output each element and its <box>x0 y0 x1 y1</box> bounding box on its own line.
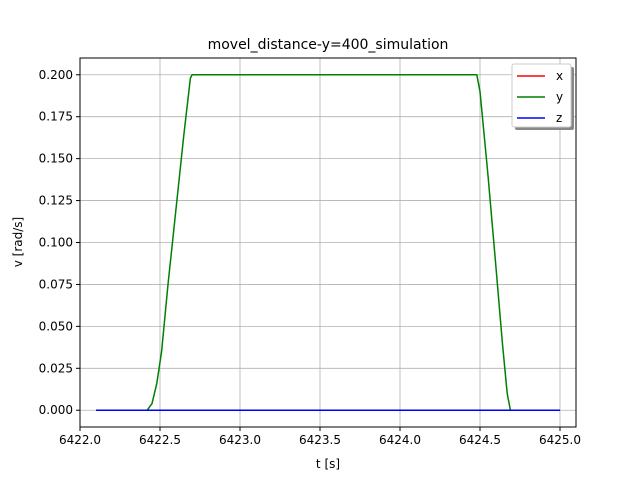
x-tick-label: 6423.0 <box>219 433 261 447</box>
y-tick-label: 0.000 <box>39 403 73 417</box>
y-tick-label: 0.125 <box>39 194 73 208</box>
y-tick-label: 0.100 <box>39 236 73 250</box>
legend-box <box>511 63 572 128</box>
ticks: 6422.0 6422.5 6423.0 6423.5 6424.0 6424.5 6425… <box>39 68 581 447</box>
y-axis-label: v [rad/s] <box>11 217 25 267</box>
series-lines <box>96 74 560 411</box>
y-tick-label: 0.175 <box>39 110 73 124</box>
x-tick-label: 6424.5 <box>459 433 501 447</box>
legend-label-z: z <box>556 111 562 125</box>
x-tick-label: 6425.0 <box>539 433 581 447</box>
x-tick-label: 6422.5 <box>139 433 181 447</box>
legend: xyz <box>511 63 574 130</box>
y-tick-label: 0.050 <box>39 319 73 333</box>
legend-label-x: x <box>556 69 563 83</box>
y-tick-label: 0.075 <box>39 277 73 291</box>
legend-label-y: y <box>556 90 563 104</box>
x-axis-label: t [s] <box>316 457 340 471</box>
chart-title: movel_distance-y=400_simulation <box>208 37 449 53</box>
x-tick-label: 6424.0 <box>379 433 421 447</box>
y-tick-label: 0.200 <box>39 68 73 82</box>
x-tick-label: 6422.0 <box>59 433 101 447</box>
y-tick-label: 0.025 <box>39 361 73 375</box>
series-line-y <box>96 74 560 411</box>
y-tick-label: 0.150 <box>39 152 73 166</box>
x-tick-label: 6423.5 <box>299 433 341 447</box>
